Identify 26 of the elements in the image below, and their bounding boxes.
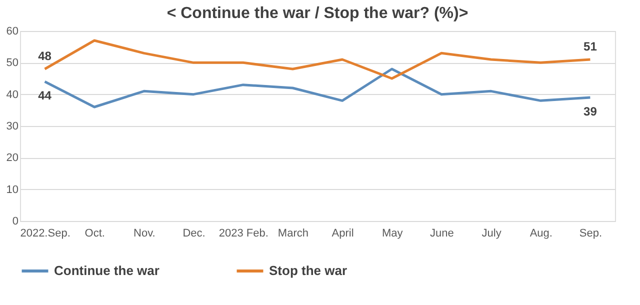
data-label: 39 — [584, 104, 598, 118]
legend-label: Stop the war — [269, 263, 348, 278]
x-tick-label: Sep. — [579, 228, 602, 240]
x-tick-label: Dec. — [182, 228, 206, 240]
x-tick-label: Aug. — [530, 228, 552, 240]
data-label: 44 — [38, 88, 52, 103]
x-tick-label: May — [382, 228, 404, 240]
x-tick-label: June — [430, 228, 454, 240]
x-tick-label: April — [332, 228, 354, 240]
x-tick-label: 2022.Sep. — [20, 228, 70, 240]
y-tick-label: 50 — [6, 57, 18, 70]
y-tick-label: 0 — [12, 216, 18, 228]
chart-title: < Continue the war / Stop the war? (%)> — [166, 5, 468, 22]
x-tick-label: Oct. — [84, 228, 105, 240]
y-tick-label: 30 — [6, 120, 18, 132]
y-tick-label: 20 — [6, 152, 18, 164]
data-label: 48 — [38, 49, 52, 63]
legend-label: Continue the war — [54, 263, 160, 278]
x-tick-label: 2023 Feb. — [218, 228, 268, 240]
y-tick-label: 60 — [6, 26, 18, 38]
x-tick-label: March — [278, 228, 308, 240]
y-tick-label: 10 — [6, 184, 18, 196]
x-tick-label: Nov. — [134, 228, 156, 240]
x-tick-label: July — [482, 228, 502, 240]
data-label: 51 — [584, 40, 598, 54]
y-tick-label: 40 — [6, 88, 18, 101]
